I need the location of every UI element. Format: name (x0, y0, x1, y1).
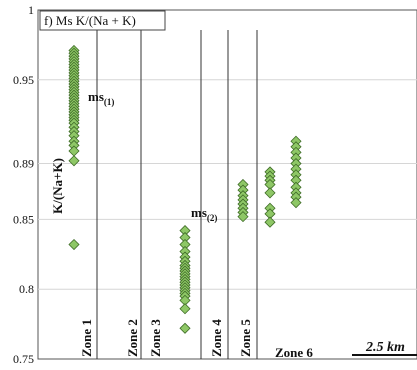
zone-dividers (96, 30, 258, 359)
ms1-annotation-text: ms (88, 89, 104, 104)
zone-label: Zone 1 (79, 319, 94, 357)
data-point (237, 211, 249, 223)
ms2-annotation-sub: (2) (207, 213, 218, 223)
zone-label: Zone 5 (238, 319, 253, 357)
data-point (68, 238, 80, 251)
zone-label: Zone 4 (209, 319, 224, 357)
y-axis-label: K/(Na+K) (50, 158, 65, 214)
data-point (179, 303, 191, 315)
y-tick-label: 1 (28, 3, 34, 17)
y-tick-label: 0.95 (13, 73, 34, 87)
zone-label: Zone 2 (125, 319, 140, 357)
data-point (290, 197, 302, 209)
data-point (68, 155, 80, 167)
data-point (264, 216, 276, 228)
y-tick-label: 0.8 (19, 282, 34, 296)
ms1-annotation: ms(1) (88, 89, 114, 107)
zone-labels: Zone 1 Zone 2 Zone 3 Zone 4 Zone 5 Zone 6 (79, 319, 313, 360)
y-tick-label: 0.89 (13, 157, 34, 171)
ms1-annotation-sub: (1) (104, 97, 115, 107)
title-box (39, 10, 166, 31)
data-points (68, 44, 302, 334)
ms2-annotation: ms(2) (191, 205, 217, 223)
y-tick-labels: 1 0.95 0.89 0.85 0.8 0.75 (13, 3, 34, 366)
chart-title: f) Ms K/(Na + K) (44, 13, 136, 28)
zone-label: Zone 3 (148, 319, 163, 357)
y-tick-label: 0.85 (13, 212, 34, 226)
data-point (264, 187, 276, 199)
data-point (179, 322, 191, 334)
y-tick-label: 0.75 (13, 352, 34, 366)
zone-label: Zone 6 (275, 345, 313, 360)
ms2-annotation-text: ms (191, 205, 207, 220)
scale-bar-label: 2.5 km (365, 340, 405, 355)
